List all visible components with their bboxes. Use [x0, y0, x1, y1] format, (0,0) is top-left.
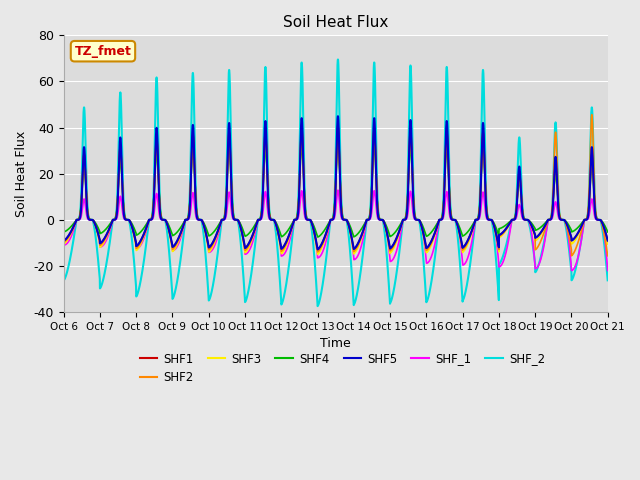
- Title: Soil Heat Flux: Soil Heat Flux: [283, 15, 388, 30]
- Legend: SHF1, SHF2, SHF3, SHF4, SHF5, SHF_1, SHF_2: SHF1, SHF2, SHF3, SHF4, SHF5, SHF_1, SHF…: [135, 348, 550, 389]
- Y-axis label: Soil Heat Flux: Soil Heat Flux: [15, 131, 28, 217]
- X-axis label: Time: Time: [320, 337, 351, 350]
- Text: TZ_fmet: TZ_fmet: [74, 45, 131, 58]
